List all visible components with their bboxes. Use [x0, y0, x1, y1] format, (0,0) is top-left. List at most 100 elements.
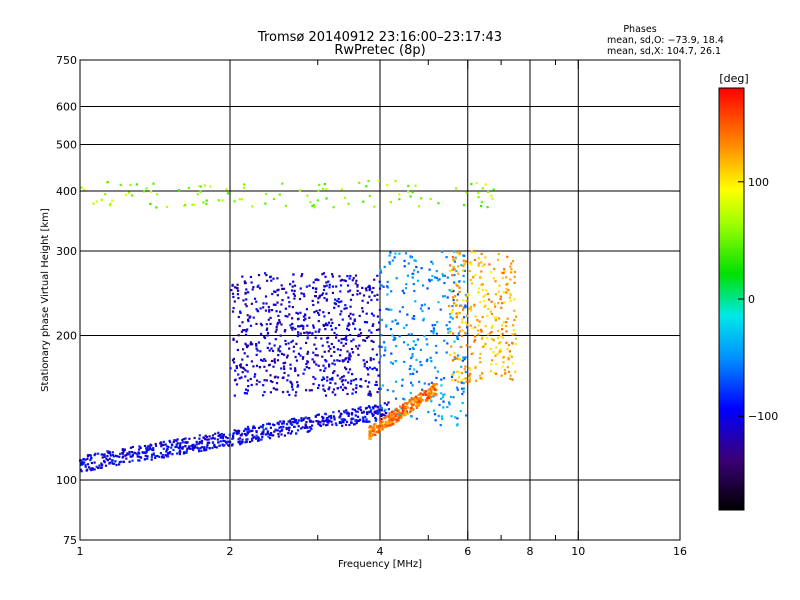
data-point	[410, 407, 413, 410]
data-point	[366, 301, 369, 304]
data-point	[275, 325, 278, 328]
data-point	[176, 452, 179, 455]
data-point	[432, 393, 435, 396]
data-point	[414, 395, 417, 398]
data-point	[243, 392, 246, 395]
data-point	[514, 333, 517, 336]
data-point	[160, 443, 163, 446]
data-point	[365, 321, 369, 324]
data-point	[224, 440, 227, 443]
x-tick-label: 1	[77, 545, 84, 558]
data-point	[156, 454, 159, 458]
data-point	[239, 311, 242, 314]
data-point	[161, 455, 164, 458]
data-point	[324, 412, 327, 415]
data-point	[239, 363, 242, 366]
data-point	[392, 390, 395, 393]
data-point	[456, 336, 459, 339]
data-point	[362, 418, 365, 421]
data-point	[284, 339, 287, 342]
data-point	[135, 183, 138, 186]
data-point	[452, 266, 455, 269]
data-point	[273, 424, 276, 427]
data-point	[362, 200, 365, 203]
data-point	[92, 202, 95, 205]
data-point	[486, 206, 489, 209]
data-point	[501, 276, 504, 280]
data-point	[380, 409, 383, 412]
data-point	[80, 459, 83, 462]
data-point	[362, 359, 365, 362]
data-point	[90, 456, 93, 460]
data-point	[376, 293, 379, 296]
data-point	[100, 453, 103, 456]
data-point	[254, 373, 257, 376]
data-point	[377, 411, 380, 414]
data-point	[302, 372, 305, 375]
data-point	[145, 187, 148, 190]
data-point	[441, 417, 444, 420]
data-point	[105, 457, 108, 460]
data-point	[175, 443, 178, 446]
data-point	[247, 291, 250, 294]
data-point	[358, 328, 361, 331]
data-point	[304, 416, 307, 419]
data-point	[450, 375, 454, 378]
data-point	[469, 368, 472, 371]
data-point	[458, 326, 461, 329]
data-point	[284, 343, 287, 346]
data-point	[412, 372, 415, 375]
data-point	[465, 380, 468, 383]
data-point	[280, 323, 283, 326]
data-point	[325, 322, 328, 325]
data-point	[376, 409, 379, 412]
data-point	[255, 434, 258, 437]
data-point	[378, 321, 381, 324]
data-point	[323, 315, 326, 318]
data-point	[416, 270, 420, 273]
data-point	[402, 404, 405, 408]
data-point	[343, 196, 347, 199]
data-point	[190, 445, 193, 448]
data-point	[93, 461, 96, 464]
data-point	[365, 312, 368, 315]
data-point	[506, 255, 509, 258]
data-point	[354, 391, 357, 394]
data-point	[512, 329, 515, 332]
data-point	[150, 458, 153, 461]
data-point	[281, 428, 284, 431]
data-point	[350, 421, 353, 425]
data-point	[443, 393, 446, 396]
data-point	[101, 456, 104, 459]
data-point	[330, 328, 333, 331]
data-point	[390, 418, 393, 421]
data-point	[278, 193, 281, 196]
data-point	[141, 451, 144, 454]
data-point	[292, 350, 295, 353]
data-point	[448, 264, 452, 267]
data-point	[484, 342, 487, 345]
data-point	[294, 327, 297, 331]
data-point	[244, 303, 247, 306]
data-point	[272, 197, 275, 200]
data-point	[389, 328, 393, 331]
data-point	[387, 401, 390, 404]
data-point	[443, 377, 446, 380]
data-point	[286, 354, 289, 357]
data-point	[487, 298, 491, 301]
data-point	[253, 297, 257, 300]
data-point	[337, 298, 340, 301]
data-point	[403, 413, 406, 416]
data-point	[462, 377, 465, 381]
data-point	[462, 390, 465, 393]
data-point	[366, 385, 369, 388]
data-point	[99, 466, 102, 469]
data-point	[289, 283, 292, 286]
y-tick-label: 750	[56, 54, 77, 67]
data-point	[431, 324, 434, 327]
data-point	[182, 452, 185, 455]
data-point	[452, 299, 455, 302]
data-point	[152, 452, 155, 455]
data-point	[232, 361, 236, 364]
data-point	[404, 413, 408, 416]
